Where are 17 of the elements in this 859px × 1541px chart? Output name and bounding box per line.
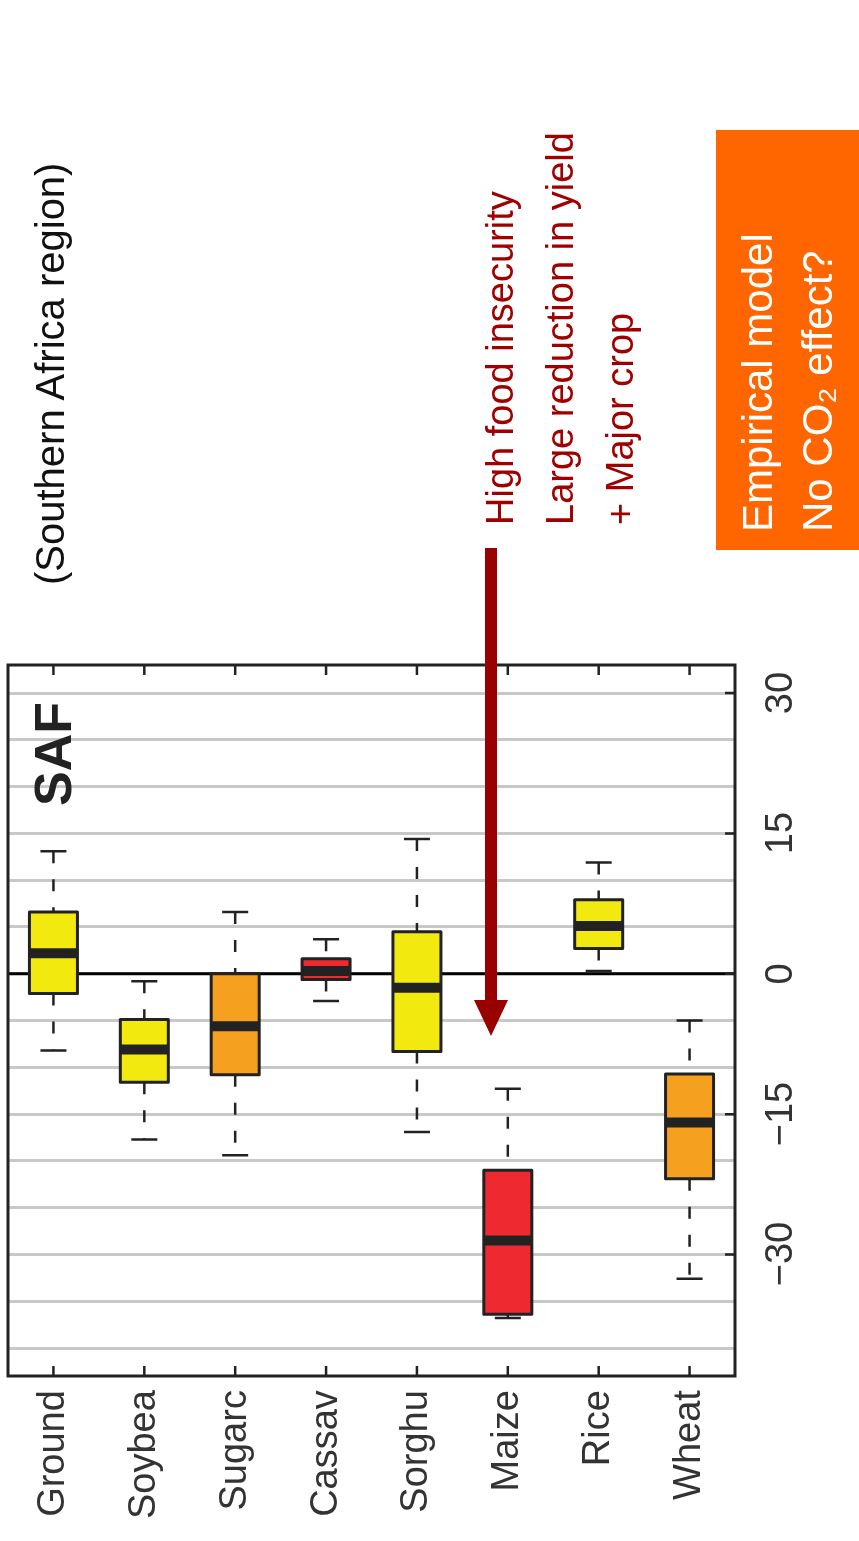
annotation: SAF xyxy=(24,701,82,806)
y-tick-label: 30 xyxy=(756,670,801,717)
y-tick-label: −15 xyxy=(756,1080,801,1149)
y-tick-label: −30 xyxy=(756,1221,801,1289)
chart-title: (Southern Africa region) xyxy=(26,161,73,585)
x-tick-label: Cassav xyxy=(302,1390,345,1517)
x-tick-label: Soybea xyxy=(120,1389,163,1520)
text: Empirical model No CO₂ effect? xyxy=(716,130,859,550)
y-tick-label: 15 xyxy=(756,811,801,857)
x-tick-label: Sorghu xyxy=(393,1390,436,1513)
x-tick-label: Maize xyxy=(484,1390,527,1492)
x-tick-label: Wheat xyxy=(666,1389,709,1500)
x-tick-label: Sugarc xyxy=(211,1390,254,1511)
x-tick-label: Rice xyxy=(575,1390,618,1467)
y-tick-label: 0 xyxy=(756,962,801,987)
x-tick-label: Ground xyxy=(29,1390,72,1517)
text: High food insecurity Large reduction in yield + Major crop xyxy=(478,131,642,525)
